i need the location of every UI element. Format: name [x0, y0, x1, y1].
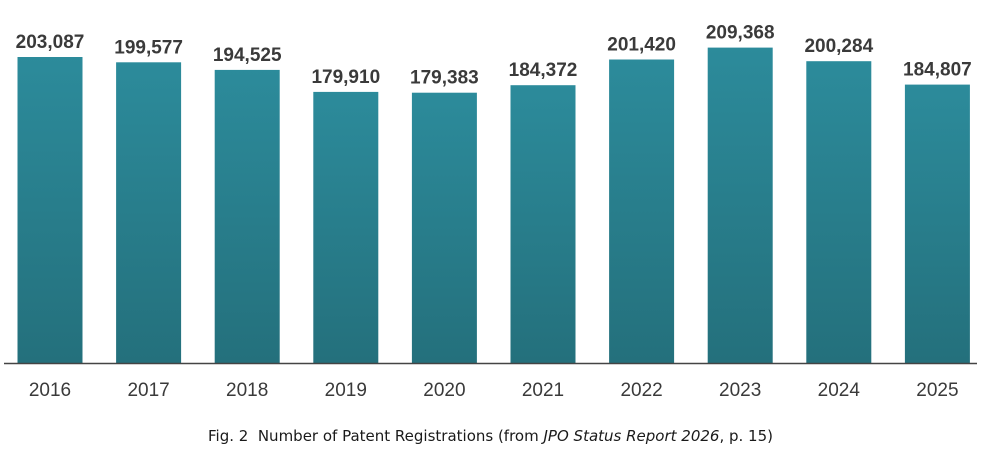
bar-2017	[116, 62, 182, 364]
value-label-2021: 184,372	[509, 60, 578, 81]
value-label-2022: 201,420	[607, 35, 676, 56]
x-tick-labels-layer: 2016 2017 2018 2019 2020 2021 2022 2023 2024 2025	[29, 380, 959, 401]
x-tick-label-2016: 2016	[29, 380, 71, 401]
x-tick-label-2023: 2023	[719, 380, 761, 401]
x-tick-label-2021: 2021	[522, 380, 564, 401]
bar-2024	[806, 61, 872, 363]
bar-2021	[510, 85, 576, 363]
value-label-2020: 179,383	[410, 68, 479, 89]
caption-prefix: Fig. 2 Number of Patent Registrations (f…	[208, 427, 544, 445]
x-tick-label-2017: 2017	[127, 380, 169, 401]
bars-layer	[17, 47, 970, 364]
bar-2018	[214, 69, 280, 364]
value-label-2018: 194,525	[213, 45, 282, 66]
value-label-2024: 200,284	[804, 36, 873, 57]
value-labels-layer: 203,087 199,577 194,525 179,910 179,383 184,3…	[16, 23, 972, 89]
bar-2016	[17, 57, 83, 363]
value-label-2019: 179,910	[311, 67, 380, 88]
value-label-2023: 209,368	[706, 23, 775, 44]
x-tick-label-2022: 2022	[620, 380, 662, 401]
x-tick-label-2019: 2019	[325, 380, 367, 401]
caption-source-title: JPO Status Report 2026	[543, 427, 720, 445]
caption-suffix: , p. 15)	[719, 427, 773, 445]
figure-caption: Fig. 2 Number of Patent Registrations (f…	[0, 426, 981, 446]
x-tick-label-2025: 2025	[916, 380, 958, 401]
bar-2019	[313, 91, 379, 364]
bar-2025	[904, 84, 970, 363]
x-tick-label-2024: 2024	[818, 380, 861, 401]
bar-2023	[707, 47, 773, 363]
bar-2022	[609, 59, 675, 363]
value-label-2017: 199,577	[114, 37, 183, 58]
value-label-2025: 184,807	[903, 60, 972, 81]
x-tick-label-2020: 2020	[423, 380, 465, 401]
bar-chart: 203,087 199,577 194,525 179,910 179,383 184,3…	[4, 23, 977, 401]
value-label-2016: 203,087	[16, 32, 85, 53]
bar-2020	[411, 92, 477, 363]
x-tick-label-2018: 2018	[226, 380, 268, 401]
